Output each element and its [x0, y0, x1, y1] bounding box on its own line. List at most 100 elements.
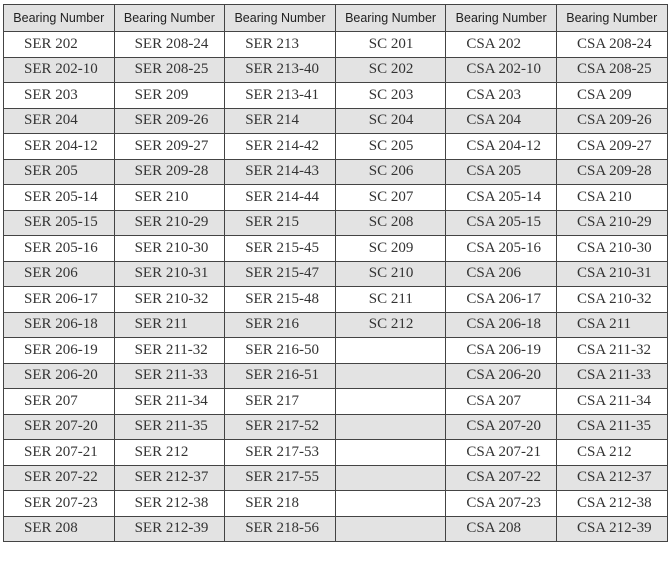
- table-cell: CSA 208: [445, 515, 557, 542]
- table-cell: CSA 210-30: [555, 235, 668, 262]
- table-cell: CSA 204-12: [445, 133, 557, 160]
- table-cell: SC 203: [334, 82, 447, 109]
- table-cell: SER 202: [3, 31, 115, 58]
- table-cell: SER 214-44: [224, 184, 336, 211]
- table-cell: SER 217-53: [224, 439, 336, 466]
- table-cell: SER 216-51: [224, 362, 336, 389]
- table-cell: CSA 210-31: [555, 260, 668, 287]
- table-cell: SER 209: [113, 82, 226, 109]
- table-cell: SER 210-32: [113, 286, 226, 313]
- table-cell: SER 207-21: [3, 439, 115, 466]
- table-cell: CSA 206-19: [445, 337, 557, 364]
- table-row: SER 206-20 SER 211-33 SER 216-51 CSA 206-20…: [3, 362, 668, 389]
- table-cell: SER 207: [3, 388, 115, 415]
- table-cell: CSA 211-35: [555, 413, 668, 440]
- table-cell: SER 216-50: [224, 337, 336, 364]
- table-cell: CSA 211-34: [555, 388, 668, 415]
- table-cell: SER 208-25: [113, 56, 226, 83]
- table-cell: SER 209-28: [113, 158, 226, 185]
- table-cell: CSA 202: [445, 31, 557, 58]
- table-cell: SER 211-34: [113, 388, 226, 415]
- table-row: SER 207-20 SER 211-35 SER 217-52 CSA 207-20…: [3, 413, 668, 440]
- table-cell: SER 205-15: [3, 209, 115, 236]
- table-cell: CSA 205-16: [445, 235, 557, 262]
- table-cell: CSA 212-37: [555, 464, 668, 491]
- table-cell: SER 212-37: [113, 464, 226, 491]
- table-cell: SER 211-35: [113, 413, 226, 440]
- table-cell: CSA 207: [445, 388, 557, 415]
- table-cell: SER 207-22: [3, 464, 115, 491]
- table-cell: CSA 210: [555, 184, 668, 211]
- table-cell: CSA 211: [555, 311, 668, 338]
- table-cell: SER 206-17: [3, 286, 115, 313]
- table-cell: CSA 210-32: [555, 286, 668, 313]
- table-cell: SER 218-56: [224, 515, 336, 542]
- table-row: SER 204-12 SER 209-27 SER 214-42 SC 205 CSA …: [3, 133, 668, 160]
- table-cell: SER 204-12: [3, 133, 115, 160]
- table-cell: CSA 212-39: [555, 515, 668, 542]
- table-cell: SER 206-18: [3, 311, 115, 338]
- column-header: Bearing Number: [334, 4, 447, 32]
- table-cell: CSA 206-17: [445, 286, 557, 313]
- table-cell: CSA 209-26: [555, 107, 668, 134]
- table-row: SER 206-17 SER 210-32 SER 215-48 SC 211 CSA …: [3, 286, 668, 313]
- table-cell: SER 207-23: [3, 490, 115, 517]
- table-cell: SER 215-45: [224, 235, 336, 262]
- table-cell: SER 210-31: [113, 260, 226, 287]
- table-cell: SER 214-43: [224, 158, 336, 185]
- table-cell: SER 212: [113, 439, 226, 466]
- table-row: SER 202-10 SER 208-25 SER 213-40 SC 202 CSA …: [3, 56, 668, 83]
- table-cell: SER 205-16: [3, 235, 115, 262]
- table-cell: SER 213-41: [224, 82, 336, 109]
- table-cell: CSA 209-27: [555, 133, 668, 160]
- table-cell: SER 210-30: [113, 235, 226, 262]
- table-cell: [334, 439, 447, 466]
- table-row: SER 202 SER 208-24 SER 213 SC 201 CSA 202 CSA…: [3, 31, 668, 58]
- table-cell: CSA 203: [445, 82, 557, 109]
- table-cell: SER 205: [3, 158, 115, 185]
- table-cell: CSA 208-25: [555, 56, 668, 83]
- table-cell: SER 202-10: [3, 56, 115, 83]
- table-cell: [334, 515, 447, 542]
- table-cell: SC 205: [334, 133, 447, 160]
- table-cell: SER 212-39: [113, 515, 226, 542]
- table-cell: SC 206: [334, 158, 447, 185]
- table-cell: SER 212-38: [113, 490, 226, 517]
- table-cell: SER 207-20: [3, 413, 115, 440]
- table-cell: SER 211-32: [113, 337, 226, 364]
- table-row: SER 206-18 SER 211 SER 216 SC 212 CSA 206-18…: [3, 311, 668, 338]
- table-cell: SC 212: [334, 311, 447, 338]
- table-cell: [334, 388, 447, 415]
- table-cell: SER 217-52: [224, 413, 336, 440]
- table-cell: SC 202: [334, 56, 447, 83]
- table-row: SER 207-23 SER 212-38 SER 218 CSA 207-23 CSA…: [3, 490, 668, 517]
- table-cell: SER 215-48: [224, 286, 336, 313]
- column-header: Bearing Number: [555, 4, 668, 32]
- table-cell: CSA 206-18: [445, 311, 557, 338]
- table-cell: SER 217-55: [224, 464, 336, 491]
- table-cell: CSA 212: [555, 439, 668, 466]
- column-header: Bearing Number: [113, 4, 226, 32]
- table-row: SER 207-21 SER 212 SER 217-53 CSA 207-21 CSA…: [3, 439, 668, 466]
- table-cell: CSA 209-28: [555, 158, 668, 185]
- table-cell: SER 208: [3, 515, 115, 542]
- table-cell: SER 211-33: [113, 362, 226, 389]
- table-row: SER 207 SER 211-34 SER 217 CSA 207 CSA 211-3…: [3, 388, 668, 415]
- table-cell: CSA 207-20: [445, 413, 557, 440]
- table-cell: CSA 204: [445, 107, 557, 134]
- table-cell: SC 208: [334, 209, 447, 236]
- table-row: SER 206 SER 210-31 SER 215-47 SC 210 CSA 206…: [3, 260, 668, 287]
- table-row: SER 204 SER 209-26 SER 214 SC 204 CSA 204 CSA…: [3, 107, 668, 134]
- table-cell: SER 210-29: [113, 209, 226, 236]
- table-row: SER 206-19 SER 211-32 SER 216-50 CSA 206-19…: [3, 337, 668, 364]
- table-cell: SER 216: [224, 311, 336, 338]
- table-cell: CSA 205-15: [445, 209, 557, 236]
- table-row: SER 205-15 SER 210-29 SER 215 SC 208 CSA 205…: [3, 209, 668, 236]
- table-cell: SC 207: [334, 184, 447, 211]
- table-row: SER 207-22 SER 212-37 SER 217-55 CSA 207-22…: [3, 464, 668, 491]
- table-cell: SER 206-20: [3, 362, 115, 389]
- column-header: Bearing Number: [224, 4, 336, 32]
- table-cell: CSA 206-20: [445, 362, 557, 389]
- table-cell: CSA 207-21: [445, 439, 557, 466]
- table-row: SER 205 SER 209-28 SER 214-43 SC 206 CSA 205…: [3, 158, 668, 185]
